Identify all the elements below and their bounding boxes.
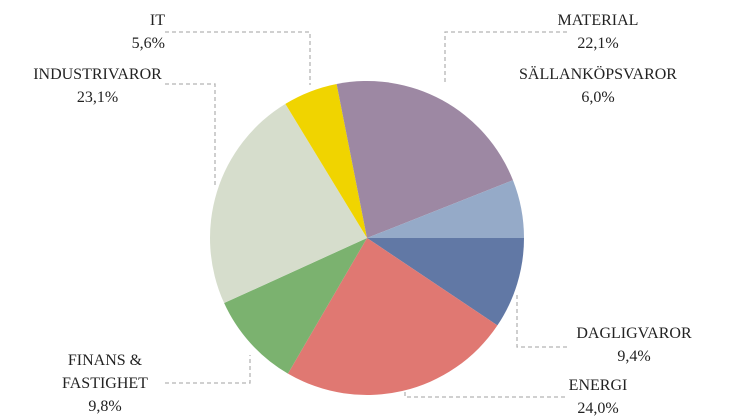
leader-line [165, 355, 251, 384]
slice-label: ENERGI 24,0% [534, 374, 662, 420]
value-label: 9,8% [88, 398, 122, 415]
leader-line [404, 392, 567, 398]
category-label: ENERGI [568, 377, 628, 394]
leader-line [165, 31, 311, 85]
slice-label: SÄLLANKÖPSVAROR 6,0% [510, 63, 686, 109]
pie-slice [336, 80, 513, 238]
pie-slice [209, 103, 367, 304]
value-label: 22,1% [577, 35, 619, 52]
category-label: INDUSTRIVAROR [33, 66, 162, 83]
slice-label: FINANS & FASTIGHET 9,8% [40, 349, 170, 418]
pie-slice [224, 238, 367, 374]
slices [209, 80, 524, 396]
pie-slice [287, 238, 498, 396]
pie-slice [367, 180, 524, 238]
category-label: IT [149, 12, 165, 29]
leader-line [516, 295, 570, 348]
value-label: 24,0% [577, 400, 619, 417]
category-label: SÄLLANKÖPSVAROR [519, 66, 677, 83]
value-label: 23,1% [76, 89, 119, 106]
category-label: MATERIAL [557, 12, 639, 29]
leader-line [165, 83, 216, 185]
slice-label: MATERIAL 22,1% [534, 9, 662, 55]
leader-lines [165, 31, 570, 398]
value-label: 9,4% [617, 348, 651, 365]
leader-line [444, 31, 567, 85]
category-label: FINANS & FASTIGHET [62, 352, 148, 392]
value-label: 5,6% [131, 35, 165, 52]
pie-slice [367, 238, 524, 326]
slice-label: DAGLIGVAROR 9,4% [570, 322, 698, 368]
category-label: DAGLIGVAROR [576, 325, 692, 342]
slice-label: INDUSTRIVAROR 23,1% [10, 63, 185, 109]
pie-slice [285, 83, 367, 239]
slice-label: IT 5,6% [60, 9, 165, 55]
value-label: 6,0% [581, 89, 615, 106]
